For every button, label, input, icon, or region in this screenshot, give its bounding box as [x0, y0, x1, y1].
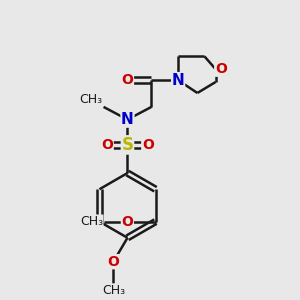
- Text: CH₃: CH₃: [79, 92, 102, 106]
- Text: CH₃: CH₃: [102, 284, 125, 297]
- Text: S: S: [122, 136, 134, 154]
- Text: O: O: [107, 255, 119, 269]
- Text: O: O: [101, 138, 113, 152]
- Text: N: N: [172, 73, 184, 88]
- Text: CH₃: CH₃: [80, 215, 103, 228]
- Text: O: O: [122, 214, 133, 229]
- Text: N: N: [121, 112, 134, 127]
- Text: O: O: [142, 138, 154, 152]
- Text: O: O: [122, 73, 134, 87]
- Text: O: O: [215, 62, 226, 76]
